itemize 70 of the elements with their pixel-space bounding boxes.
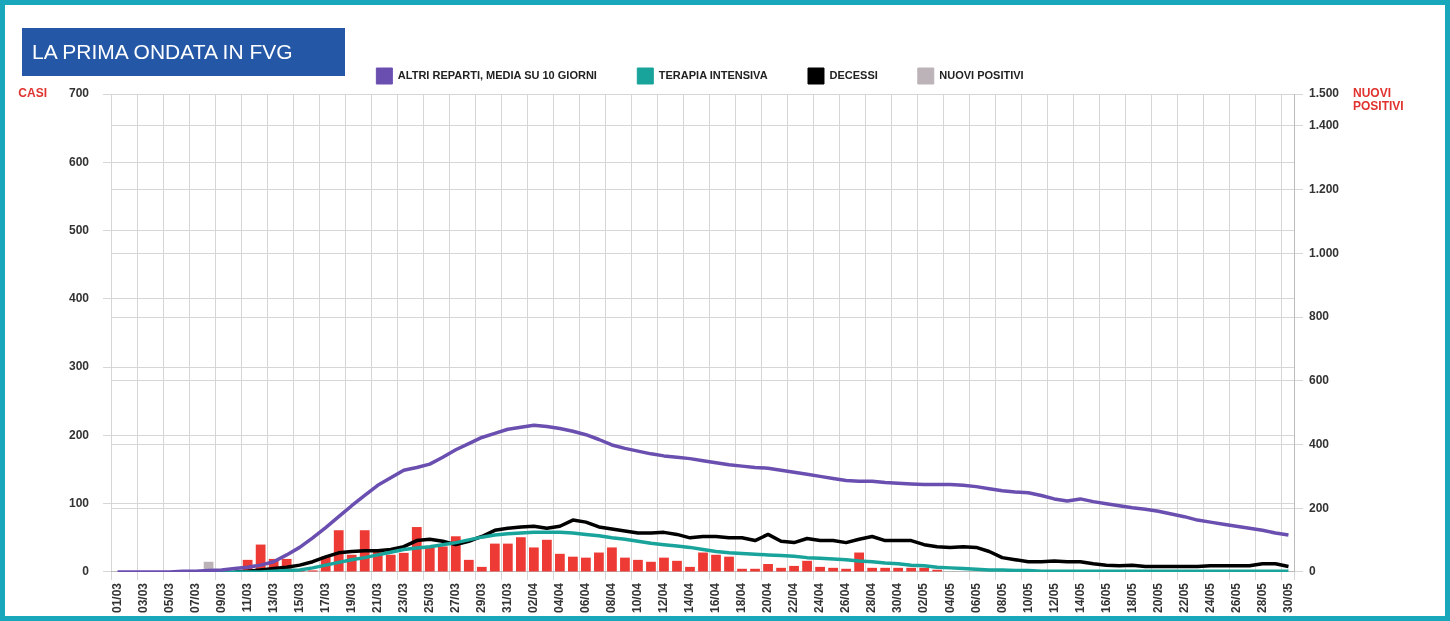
legend-label: ALTRI REPARTI, MEDIA SU 10 GIORNI xyxy=(397,69,597,82)
x-tick-label: 26/04 xyxy=(838,582,853,613)
x-tick-label: 28/05 xyxy=(1254,582,1269,613)
y-tick-label: 100 xyxy=(68,496,90,510)
x-tick-label: 22/04 xyxy=(786,582,801,613)
y2-tick-label: 1.500 xyxy=(1308,86,1340,101)
x-tick-label: 06/05 xyxy=(968,582,983,613)
y2-axis-title: NUOVI POSITIVI xyxy=(1353,86,1404,114)
y2-tick-label: 200 xyxy=(1308,500,1330,515)
x-tick-label: 03/03 xyxy=(135,582,150,613)
x-tick-label: 16/05 xyxy=(1098,582,1113,613)
x-tick-label: 24/05 xyxy=(1202,582,1217,613)
x-tick-label: 09/03 xyxy=(213,582,228,613)
x-tick-label: 14/05 xyxy=(1072,582,1087,613)
x-tick-label: 02/04 xyxy=(526,582,541,613)
x-tick-label: 11/03 xyxy=(239,582,254,613)
x-tick-label: 10/04 xyxy=(630,582,645,613)
x-tick-label: 30/04 xyxy=(890,582,905,613)
x-tick-label: 12/04 xyxy=(656,582,671,613)
y2-tick-label: 400 xyxy=(1308,436,1330,451)
x-tick-label: 08/05 xyxy=(994,582,1009,613)
x-tick-label: 29/03 xyxy=(474,582,489,613)
x-tick-label: 12/05 xyxy=(1046,582,1061,613)
x-tick-label: 16/04 xyxy=(708,582,723,613)
y2-tick-label: 1.000 xyxy=(1308,245,1340,260)
x-tick-label: 04/05 xyxy=(942,582,957,613)
y2-tick-label: 800 xyxy=(1308,309,1330,324)
y-tick-label: 0 xyxy=(82,564,90,579)
x-tick-label: 23/03 xyxy=(396,582,411,613)
x-tick-label: 08/04 xyxy=(604,582,619,613)
y-tick-label: 700 xyxy=(68,86,90,101)
x-tick-label: 25/03 xyxy=(422,582,437,613)
x-tick-label: 22/05 xyxy=(1176,582,1191,613)
x-tick-label: 18/05 xyxy=(1124,582,1139,613)
x-tick-label: 02/05 xyxy=(916,582,931,613)
y-axis-title: CASI xyxy=(18,86,47,101)
y-tick-label: 600 xyxy=(68,154,90,169)
y-tick-label: 300 xyxy=(68,359,90,374)
x-tick-label: 14/04 xyxy=(682,582,697,613)
x-tick-label: 17/03 xyxy=(318,582,333,613)
y2-tick-label: 600 xyxy=(1308,373,1330,388)
x-tick-label: 26/05 xyxy=(1228,582,1243,613)
x-tick-label: 18/04 xyxy=(734,582,749,613)
x-tick-label: 05/03 xyxy=(161,582,176,613)
legend-label: TERAPIA INTENSIVA xyxy=(658,69,768,82)
x-tick-label: 28/04 xyxy=(864,582,879,613)
x-tick-label: 06/04 xyxy=(578,582,593,613)
x-tick-label: 20/04 xyxy=(760,582,775,613)
x-tick-label: 15/03 xyxy=(291,582,306,613)
x-tick-label: 04/04 xyxy=(552,582,567,613)
x-tick-label: 30/05 xyxy=(1280,582,1295,613)
x-tick-label: 07/03 xyxy=(187,582,202,613)
x-tick-label: 24/04 xyxy=(812,582,827,613)
legend-label: NUOVI POSITIVI xyxy=(939,69,1024,82)
chart-title: LA PRIMA ONDATA IN FVG xyxy=(22,28,345,76)
x-tick-label: 10/05 xyxy=(1020,582,1035,613)
y2-tick-label: 0 xyxy=(1308,564,1316,579)
y2-tick-label: 1.200 xyxy=(1308,181,1340,196)
x-tick-label: 27/03 xyxy=(448,582,463,613)
y-tick-label: 500 xyxy=(68,222,90,237)
x-tick-label: 31/03 xyxy=(500,582,515,613)
legend-label: DECESSI xyxy=(829,69,878,82)
y-tick-label: 400 xyxy=(68,291,90,306)
x-tick-label: 19/03 xyxy=(344,582,359,613)
x-tick-label: 13/03 xyxy=(265,582,280,613)
x-tick-label: 21/03 xyxy=(370,582,385,613)
y-tick-label: 200 xyxy=(68,427,90,442)
x-tick-label: 01/03 xyxy=(109,582,124,613)
y2-tick-label: 1.400 xyxy=(1308,118,1340,133)
x-tick-label: 20/05 xyxy=(1150,582,1165,613)
